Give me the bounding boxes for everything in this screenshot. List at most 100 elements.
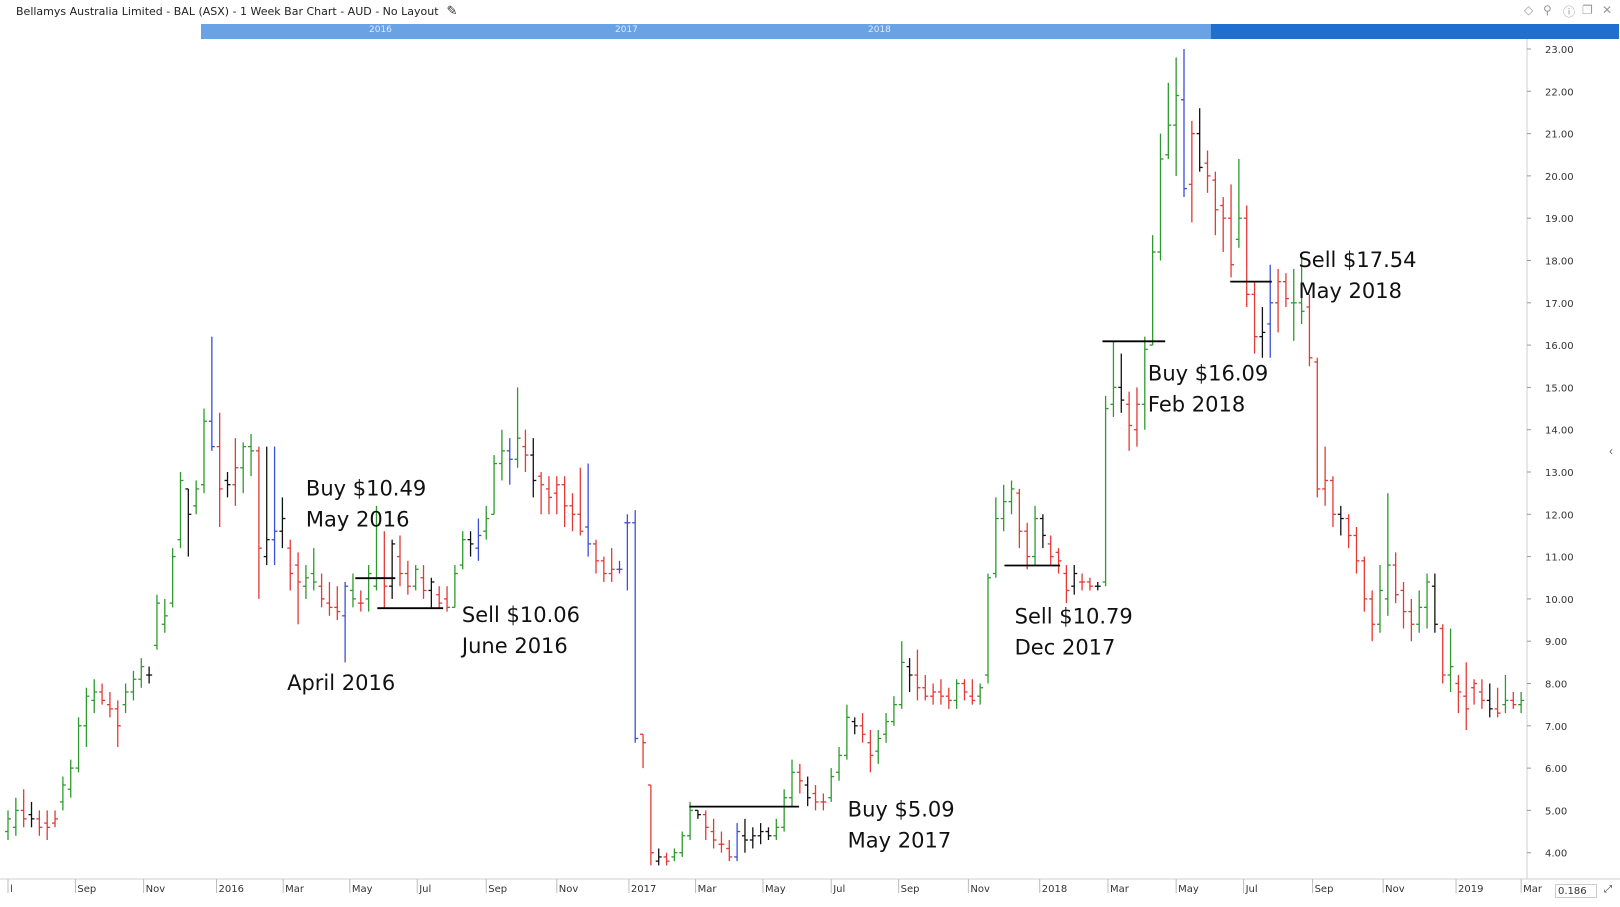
y-tick-label: 22.00 (1545, 87, 1574, 98)
ohlc-bar (287, 539, 294, 591)
ohlc-bar (1243, 205, 1250, 308)
ohlc-bar (240, 442, 247, 494)
ohlc-bar (52, 810, 59, 828)
ohlc-bar (255, 446, 262, 599)
ohlc-bar (632, 510, 639, 743)
trade-annotation: April 2016 (287, 671, 395, 695)
ohlc-bar (1259, 307, 1266, 358)
ohlc-bar (1173, 57, 1180, 176)
y-tick-label: 19.00 (1545, 214, 1574, 225)
ohlc-bar (640, 733, 647, 769)
pin-icon[interactable]: ⚲ (1543, 3, 1552, 17)
ohlc-bar (1102, 395, 1109, 587)
ohlc-bar (796, 763, 803, 794)
ohlc-bar (420, 565, 427, 599)
x-tick-label: Mar (1110, 884, 1130, 895)
x-tick-label: Jul (1245, 884, 1258, 895)
x-tick-label: 2019 (1458, 884, 1483, 895)
ohlc-bar (836, 746, 843, 781)
x-tick-label: Nov (1385, 884, 1405, 895)
ohlc-bar (561, 476, 568, 527)
ohlc-bar (883, 713, 890, 743)
ohlc-bar (545, 476, 552, 515)
ohlc-bar (734, 823, 741, 862)
ohlc-bar (687, 801, 694, 841)
ohlc-chart[interactable]: Buy $10.49 May 2016 April 2016 Sell $10.06 J… (0, 39, 1620, 907)
ohlc-bar (1416, 590, 1423, 633)
window-icon[interactable]: ❐ (1582, 3, 1593, 17)
ohlc-bar (1369, 590, 1376, 642)
ohlc-bar (357, 590, 364, 612)
annotation-label: Buy $16.09 (1148, 362, 1268, 386)
ohlc-bar (1157, 133, 1164, 261)
navigator-window[interactable] (201, 24, 1211, 39)
annotation-label: Dec 2017 (1015, 635, 1116, 659)
ohlc-bar (169, 548, 176, 608)
ohlc-bar (804, 776, 811, 807)
zoom-fit-icon[interactable]: ⤢ (1604, 884, 1612, 895)
annotation-label: June 2016 (460, 634, 568, 658)
ohlc-bar (663, 852, 670, 866)
ohlc-bar (1235, 158, 1242, 248)
pencil-icon[interactable]: ✎ (446, 3, 458, 18)
ohlc-bar (1071, 565, 1078, 595)
x-tick-label: May (1178, 884, 1199, 895)
zoom-level[interactable]: 0.186 (1555, 884, 1597, 898)
ohlc-bar (12, 797, 19, 836)
y-tick-label: 13.00 (1545, 468, 1574, 479)
ohlc-bar (765, 827, 772, 841)
trade-annotation: Buy $16.09 Feb 2018 (1102, 340, 1268, 417)
ohlc-bar (295, 552, 302, 625)
info-icon[interactable]: ⓘ (1563, 5, 1576, 19)
y-tick-label: 20.00 (1545, 172, 1574, 183)
x-tick-label: l (10, 884, 13, 895)
ohlc-bar (91, 679, 98, 714)
ohlc-bar (1118, 353, 1125, 413)
ohlc-bar (334, 586, 341, 621)
ohlc-bar (1267, 264, 1274, 358)
ohlc-bar (1251, 281, 1258, 354)
chevron-left-icon[interactable]: ‹ (1609, 444, 1613, 458)
ohlc-bar (153, 594, 160, 650)
ohlc-bar (969, 679, 976, 705)
bars-layer (5, 49, 1525, 866)
x-tick-label: Nov (970, 884, 990, 895)
trade-annotation: Sell $10.79 Dec 2017 (1004, 564, 1133, 659)
ohlc-bar (224, 472, 231, 498)
ohlc-bar (593, 539, 599, 574)
ohlc-bar (773, 818, 780, 841)
ohlc-bar (1471, 679, 1478, 705)
ohlc-bar (436, 586, 443, 608)
ohlc-bar (945, 687, 952, 709)
ohlc-bar (318, 573, 325, 608)
ohlc-bar (867, 730, 874, 773)
ohlc-bar (201, 408, 207, 494)
ohlc-bar (451, 565, 458, 609)
ohlc-bar (36, 810, 43, 836)
ohlc-bar (851, 717, 858, 735)
ohlc-bar (1063, 565, 1070, 604)
ohlc-bar (757, 823, 764, 845)
ohlc-bar (467, 531, 474, 557)
ohlc-bar (538, 472, 545, 515)
ohlc-bar (671, 848, 678, 862)
ohlc-bar (1353, 526, 1360, 574)
ohlc-bar (114, 700, 121, 747)
y-tick-label: 14.00 (1545, 426, 1574, 437)
ohlc-bar (1518, 691, 1525, 714)
ohlc-bar (1000, 484, 1007, 532)
ohlc-bar (1282, 273, 1289, 308)
close-icon[interactable]: ✕ (1602, 3, 1613, 17)
y-tick-label: 23.00 (1545, 45, 1574, 56)
x-tick-label: Mar (698, 884, 718, 895)
diamond-icon[interactable]: ◇ (1524, 3, 1534, 17)
ohlc-bar (1039, 514, 1046, 549)
time-navigator[interactable]: 2016 2017 2018 (201, 24, 1619, 39)
ohlc-bar (694, 809, 701, 819)
x-tick-label: Mar (1523, 884, 1543, 895)
x-tick-label: Nov (146, 884, 166, 895)
x-tick-label: Jul (832, 884, 845, 895)
ohlc-bar (726, 840, 733, 862)
ohlc-bar (992, 497, 999, 578)
ohlc-bar (326, 581, 333, 616)
